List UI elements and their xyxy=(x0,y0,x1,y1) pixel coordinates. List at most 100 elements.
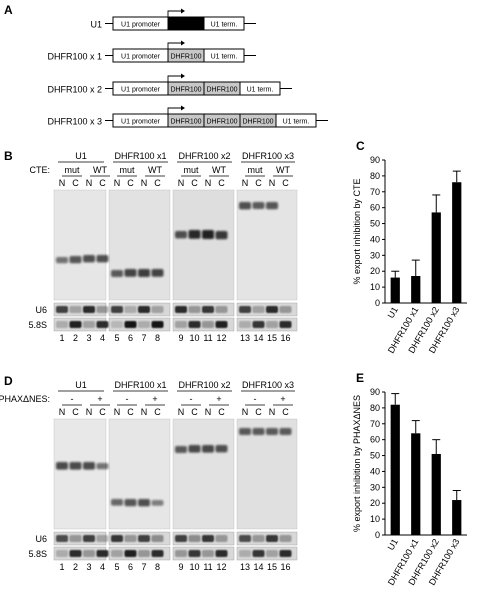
loading-control-band xyxy=(83,550,95,557)
lane-number: 11 xyxy=(203,333,212,343)
fraction-label: C xyxy=(218,407,225,417)
construct-block-label: U1 term. xyxy=(211,22,238,29)
lane-number: 5 xyxy=(114,333,119,343)
lane-number: 8 xyxy=(155,333,160,343)
fraction-label: N xyxy=(242,407,249,417)
y-tick-label: 20 xyxy=(370,266,380,276)
loading-control-band xyxy=(215,550,228,557)
blot-condition-label: WT xyxy=(212,165,226,175)
blot-main-panel xyxy=(108,418,171,530)
blot-band xyxy=(69,462,82,470)
loading-control-band xyxy=(124,550,137,557)
construct-block-label: U1 promoter xyxy=(121,87,161,94)
fraction-label: C xyxy=(282,407,289,417)
loading-control-band xyxy=(83,321,95,328)
construct-block-label: U1 promoter xyxy=(121,54,161,61)
loading-control-band xyxy=(279,321,292,328)
bar xyxy=(452,500,462,535)
loading-control-band xyxy=(266,321,278,328)
loading-control-band xyxy=(239,306,251,313)
construct-block-label: DHFR100 xyxy=(170,119,201,126)
transcription-arrow xyxy=(167,75,181,82)
y-tick-label: 70 xyxy=(370,419,380,429)
fraction-label: N xyxy=(178,178,185,188)
y-tick-label: 30 xyxy=(370,250,380,260)
y-tick-label: 50 xyxy=(370,219,380,229)
loading-control-label: 5.8S xyxy=(28,320,47,330)
construct-name: DHFR100 x 3 xyxy=(47,117,102,127)
bar xyxy=(390,277,400,303)
panel-label-b: B xyxy=(4,149,13,163)
fraction-label: N xyxy=(86,407,93,417)
loading-control-band xyxy=(96,535,109,542)
construct-block xyxy=(203,16,245,31)
construct-name: DHFR100 x 2 xyxy=(47,85,102,95)
blot-condition-label: - xyxy=(126,394,129,404)
loading-control-band xyxy=(279,306,292,313)
fraction-label: N xyxy=(114,407,121,417)
construct-name: U1 xyxy=(90,20,102,30)
blot-group-label: DHFR100 x3 xyxy=(242,151,294,161)
lane-number: 14 xyxy=(253,333,263,343)
lane-number: 4 xyxy=(100,333,105,343)
loading-control-band xyxy=(83,306,95,313)
loading-control-band xyxy=(239,550,251,557)
fraction-label: C xyxy=(72,407,79,417)
blot-group-label: DHFR100 x2 xyxy=(178,151,230,161)
transcription-arrow-head xyxy=(181,105,185,111)
loading-control-band xyxy=(111,550,123,557)
loading-control-band xyxy=(96,306,109,313)
loading-control-label: U6 xyxy=(35,534,47,544)
blot-band xyxy=(279,428,292,435)
blot-band xyxy=(188,230,201,239)
bar xyxy=(431,212,441,303)
blot-condition-label: - xyxy=(254,394,257,404)
y-tick-label: 60 xyxy=(370,203,380,213)
lane-number: 4 xyxy=(100,562,105,572)
loading-control-band xyxy=(151,550,164,557)
loading-control-label: U6 xyxy=(35,305,47,315)
fraction-label: N xyxy=(242,178,249,188)
loading-control-band xyxy=(138,535,150,542)
lane-number: 1 xyxy=(59,333,64,343)
panel-label-c: C xyxy=(356,139,365,153)
blot-condition-label: + xyxy=(280,394,285,404)
blot-band xyxy=(124,499,137,507)
blot-band xyxy=(111,270,123,277)
y-axis-label: % export inhibition by PHAXΔNES xyxy=(352,395,362,532)
blot-band xyxy=(83,255,95,263)
y-tick-label: 80 xyxy=(370,171,380,181)
loading-control-band xyxy=(188,535,201,542)
fraction-label: N xyxy=(86,178,93,188)
construct-block xyxy=(275,113,317,128)
blot-condition-label: - xyxy=(190,394,193,404)
loading-control-band xyxy=(266,550,278,557)
lane-number: 15 xyxy=(267,333,277,343)
fraction-label: C xyxy=(127,407,134,417)
loading-control-band xyxy=(266,306,278,313)
blot-condition-label: mut xyxy=(64,165,80,175)
fraction-label: C xyxy=(282,178,289,188)
lane-number: 15 xyxy=(267,562,277,572)
transcription-arrow xyxy=(167,107,181,114)
chart-c: 0 10 20 30 40 50 60 70 80 90 % export inhibition b… xyxy=(352,155,467,355)
blot-band xyxy=(239,428,251,435)
lane-number: 6 xyxy=(128,333,133,343)
y-axis-label: % export inhibition by CTE xyxy=(352,178,362,284)
blot-band xyxy=(83,462,95,470)
y-tick-label: 0 xyxy=(375,530,380,540)
blot-band xyxy=(96,463,109,470)
blot-condition-label: + xyxy=(216,394,221,404)
loading-control-band xyxy=(96,321,109,328)
blot-condition-label: mut xyxy=(247,165,263,175)
construct-block-label: DHFR100 xyxy=(206,87,237,94)
loading-control-band xyxy=(56,306,68,313)
x-tick-label: U1 xyxy=(386,305,400,320)
lane-number: 10 xyxy=(189,562,199,572)
construct-block-label: U1 term. xyxy=(247,87,274,94)
fraction-label: C xyxy=(154,407,161,417)
transcription-arrow-head xyxy=(181,73,185,79)
loading-control-band xyxy=(252,321,265,328)
fraction-label: N xyxy=(59,407,66,417)
